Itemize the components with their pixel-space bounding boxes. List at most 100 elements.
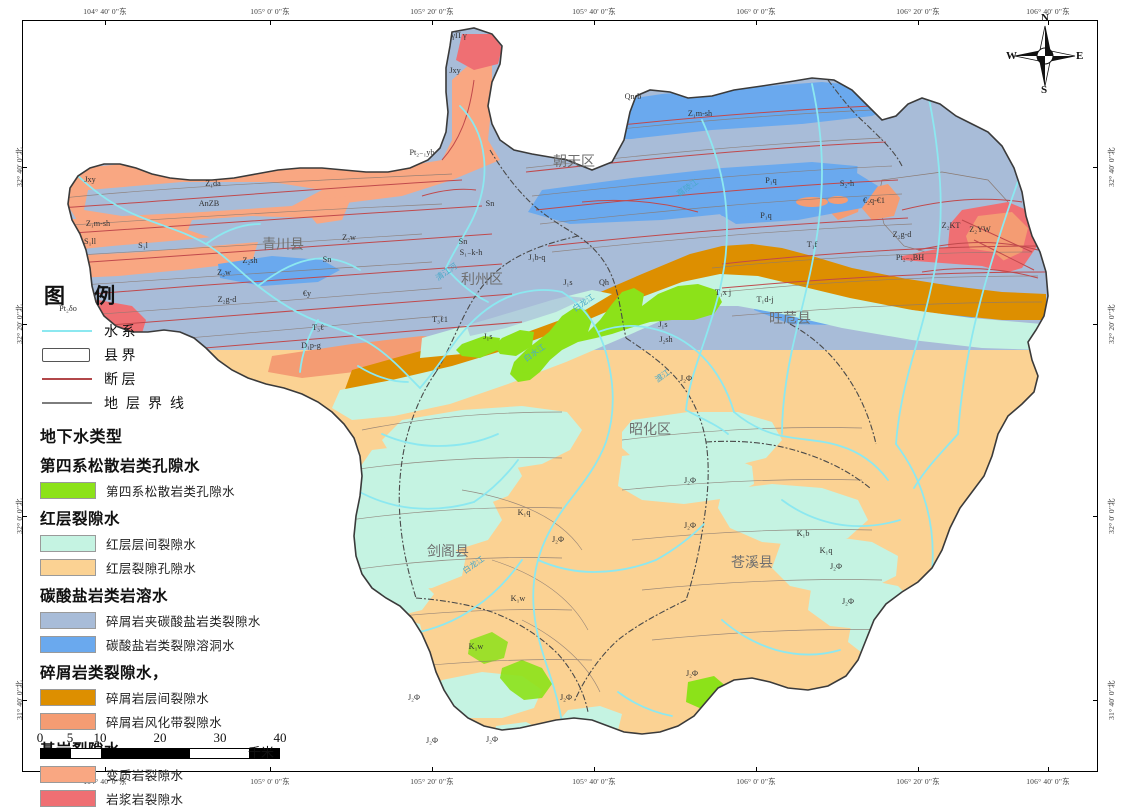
legend-label: 县 界	[104, 348, 136, 364]
stratum-label: γΠ γ	[450, 31, 467, 40]
legend-color-swatch	[40, 712, 96, 730]
county-boundary-icon	[40, 347, 94, 363]
county-label: 昭化区	[629, 422, 671, 438]
scale-tick-label: 10	[93, 730, 107, 745]
legend-swatch-item[interactable]: 碎屑岩层间裂隙水	[40, 687, 300, 707]
legend-swatch-label: 碎屑岩层间裂隙水	[106, 691, 210, 706]
longitude-label-top: 105° 0' 0"东	[250, 7, 290, 16]
longitude-label-bottom: 105° 0' 0"东	[250, 777, 290, 786]
legend-color-swatch	[40, 481, 96, 499]
legend-swatch-item[interactable]: 碎屑岩风化带裂隙水	[40, 711, 300, 731]
latitude-tick	[1093, 324, 1098, 325]
longitude-tick	[594, 767, 595, 772]
stratum-label: J₁b-q	[529, 253, 546, 262]
legend-color-swatch	[40, 765, 96, 783]
legend-group-heading: 碳酸盐岩类岩溶水	[40, 588, 169, 605]
stratum-label-group: γΠ γ Jxy Pt₂₋₁yb Jxy Z₁da AnZB Z₁m-sh S₁l S₁ll Z₂…	[59, 31, 991, 745]
legend-color-swatch	[40, 558, 96, 576]
stratum-label: J₂Φ	[684, 521, 696, 530]
stratum-label: Sn	[486, 199, 495, 208]
longitude-tick	[105, 20, 106, 25]
county-label: 剑阁县	[427, 544, 469, 560]
stratum-label: J₂Φ	[486, 735, 498, 744]
scale-tick-label: 40	[273, 730, 287, 745]
stratum-label: Z₂w	[217, 268, 231, 277]
longitude-label-top: 106° 0' 0"东	[736, 7, 776, 16]
map-legend: 图 例 水 系县 界断 层地层界线 地下水类型 第四系松散岩类孔隙水 第四系松散岩…	[40, 280, 300, 812]
latitude-label-right: 32° 0' 0"北	[1107, 498, 1116, 534]
stratum-label: J₁s	[563, 278, 572, 287]
stratum-label: Sn	[459, 237, 468, 246]
groundwater-type-map[interactable]: γΠ γ Jxy Pt₂₋₁yb Jxy Z₁da AnZB Z₁m-sh S₁l S₁ll Z₂…	[22, 20, 1098, 772]
longitude-label-bottom: 106° 20' 0"东	[896, 777, 940, 786]
legend-color-swatch	[40, 534, 96, 552]
stratum-label: T₃ℓ	[312, 323, 324, 332]
legend-swatch-item[interactable]: 第四系松散岩类孔隙水	[40, 480, 300, 500]
legend-item-stratum-boundary[interactable]: 地层界线	[40, 392, 300, 413]
stratum-label: Z₁m-sh	[688, 109, 712, 118]
longitude-tick	[1048, 767, 1049, 772]
stratum-label: Z₂w	[342, 233, 356, 242]
stratum-label: Z₂YW	[969, 225, 991, 234]
county-label: 利州区	[461, 272, 503, 288]
legend-color-swatch	[40, 789, 96, 807]
longitude-tick	[756, 767, 757, 772]
county-label: 青川县	[262, 237, 304, 253]
longitude-label-top: 105° 20' 0"东	[410, 7, 454, 16]
compass-east-label: E	[1076, 50, 1084, 62]
longitude-label-top: 106° 20' 0"东	[896, 7, 940, 16]
legend-swatch-item[interactable]: 红层裂隙孔隙水	[40, 557, 300, 577]
legend-swatch-item[interactable]: 碎屑岩夹碳酸盐岩类裂隙水	[40, 610, 300, 630]
stratum-label: T₃ℓ1	[432, 315, 448, 324]
latitude-tick	[1093, 516, 1098, 517]
latitude-tick	[1093, 700, 1098, 701]
legend-label: 水 系	[104, 324, 136, 340]
legend-swatch-item[interactable]: 岩浆岩裂隙水	[40, 788, 300, 808]
stratum-label: J₁s	[658, 320, 667, 329]
stratum-label: D₁p-g	[301, 341, 321, 350]
latitude-tick	[22, 700, 27, 701]
stratum-label: Z₂g-d	[893, 230, 912, 239]
stratum-label: Pt₂₋₁yb	[409, 148, 434, 157]
longitude-label-bottom: 104° 40' 0"东	[83, 777, 127, 786]
legend-group-heading: 红层裂隙水	[40, 511, 121, 528]
stratum-label: Jxy	[84, 175, 96, 184]
scale-bar: 0 5 10 20 30 40	[37, 730, 287, 759]
legend-swatch-label: 岩浆岩裂隙水	[106, 792, 184, 807]
longitude-tick	[270, 20, 271, 25]
stratum-label: K₁q	[518, 508, 531, 517]
legend-swatch-label: 变质岩裂隙水	[106, 768, 184, 783]
legend-group-heading: 第四系松散岩类孔隙水	[40, 458, 201, 475]
legend-item-county-boundary[interactable]: 县 界	[40, 344, 300, 365]
longitude-label-bottom: 106° 40' 0"东	[1026, 777, 1070, 786]
stratum-label: S₁ll	[84, 237, 97, 246]
stratum-label: P₁q	[765, 176, 777, 185]
stratum-label: J₂Φ	[842, 597, 854, 606]
county-label: 旺苊县	[769, 310, 811, 327]
legend-item-fault[interactable]: 断 层	[40, 368, 300, 389]
stratum-label: Z₁da	[205, 179, 221, 188]
stratum-label: S₁l	[138, 241, 148, 250]
map-page: γΠ γ Jxy Pt₂₋₁yb Jxy Z₁da AnZB Z₁m-sh S₁l S₁ll Z₂…	[15, 7, 1116, 807]
county-label: 苍溪县	[731, 555, 773, 571]
legend-swatch-item[interactable]: 变质岩裂隙水	[40, 764, 300, 784]
longitude-label-bottom: 106° 0' 0"东	[736, 777, 776, 786]
legend-color-swatch	[40, 688, 96, 706]
legend-label: 地层界线	[104, 396, 192, 412]
longitude-label-bottom: 105° 20' 0"东	[410, 777, 454, 786]
stratum-label: Pt₂δo	[59, 304, 77, 313]
legend-swatch-item[interactable]: 红层层间裂隙水	[40, 533, 300, 553]
legend-line-items: 水 系县 界断 层地层界线	[40, 320, 300, 413]
county-label: 朝天区	[553, 154, 595, 170]
longitude-label-top: 106° 40' 0"东	[1026, 7, 1070, 16]
stratum-label: Jxy	[449, 66, 461, 75]
longitude-tick	[105, 767, 106, 772]
longitude-tick	[1048, 20, 1049, 25]
legend-item-water-system[interactable]: 水 系	[40, 320, 300, 341]
stratum-label: J₂Φ	[408, 693, 420, 702]
stratum-label: T₁d-j	[757, 295, 774, 304]
stratum-label: S₁₋k-h	[460, 248, 483, 257]
longitude-tick	[432, 767, 433, 772]
legend-swatch-item[interactable]: 碳酸盐岩类裂隙溶洞水	[40, 634, 300, 654]
latitude-label-right: 31° 40' 0"北	[1107, 680, 1116, 720]
